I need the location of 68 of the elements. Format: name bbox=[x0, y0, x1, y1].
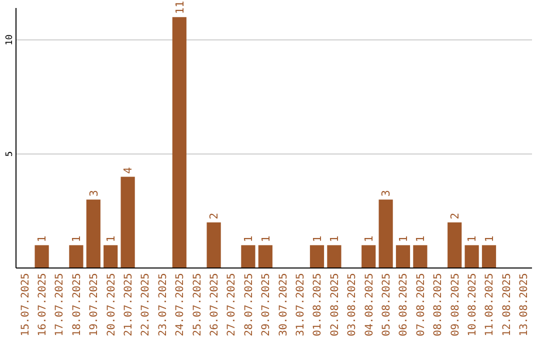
bar bbox=[362, 245, 376, 268]
bar bbox=[396, 245, 410, 268]
x-tick-label: 10.08.2025 bbox=[466, 273, 478, 336]
x-tick-label: 12.08.2025 bbox=[500, 273, 513, 336]
data-label: 1 bbox=[70, 236, 84, 242]
bar bbox=[258, 245, 272, 268]
data-label: 3 bbox=[87, 190, 100, 197]
y-tick-label: 10 bbox=[5, 34, 15, 46]
data-label: 2 bbox=[448, 212, 462, 220]
x-tick-label: 19.07.2025 bbox=[88, 273, 100, 336]
bar bbox=[34, 245, 49, 268]
bar bbox=[172, 17, 186, 268]
x-tick-label: 05.08.2025 bbox=[380, 273, 392, 336]
bar bbox=[206, 222, 221, 268]
data-label: 3 bbox=[380, 190, 393, 197]
bar bbox=[310, 245, 324, 268]
bar bbox=[413, 245, 428, 268]
bar bbox=[327, 245, 342, 268]
x-tick-label: 27.07.2025 bbox=[226, 273, 238, 336]
data-label: 1 bbox=[328, 236, 342, 242]
x-tick-label: 01.08.2025 bbox=[312, 273, 324, 336]
bar bbox=[464, 245, 479, 268]
x-tick-label: 17.07.2025 bbox=[54, 273, 66, 336]
data-label: 1 bbox=[104, 236, 118, 242]
bar bbox=[69, 245, 84, 268]
bar bbox=[482, 245, 496, 268]
x-tick-label: 22.07.2025 bbox=[140, 273, 152, 336]
x-tick-label: 06.08.2025 bbox=[398, 273, 410, 336]
x-tick-label: 26.07.2025 bbox=[208, 273, 220, 336]
bar bbox=[378, 200, 393, 268]
x-tick-label: 09.08.2025 bbox=[449, 273, 462, 336]
x-tick-label: 20.07.2025 bbox=[105, 273, 118, 336]
data-label: 11 bbox=[173, 0, 186, 14]
x-tick-label: 18.07.2025 bbox=[70, 273, 83, 336]
x-tick-label: 16.07.2025 bbox=[36, 273, 48, 336]
x-tick-label: 24.07.2025 bbox=[174, 273, 186, 336]
data-label: 1 bbox=[259, 236, 272, 242]
x-tick-label: 30.07.2025 bbox=[277, 273, 290, 336]
bar bbox=[241, 245, 256, 268]
x-tick-label: 03.08.2025 bbox=[346, 273, 358, 336]
bar bbox=[120, 176, 135, 268]
x-tick-label: 13.08.2025 bbox=[518, 273, 530, 336]
data-label: 1 bbox=[36, 236, 49, 242]
data-label: 1 bbox=[310, 236, 324, 242]
x-tick-label: 04.08.2025 bbox=[363, 273, 376, 336]
data-label: 1 bbox=[414, 236, 428, 242]
bar bbox=[86, 200, 100, 268]
data-label: 1 bbox=[482, 236, 496, 242]
x-tick-label: 29.07.2025 bbox=[260, 273, 272, 336]
x-tick-label: 15.07.2025 bbox=[19, 273, 32, 336]
x-tick-label: 21.07.2025 bbox=[122, 273, 134, 336]
data-label: 4 bbox=[122, 166, 135, 174]
x-tick-label: 23.07.2025 bbox=[156, 273, 169, 336]
data-label: 2 bbox=[208, 212, 221, 220]
x-tick-label: 31.07.2025 bbox=[294, 273, 306, 336]
x-tick-label: 08.08.2025 bbox=[432, 273, 444, 336]
x-tick-label: 07.08.2025 bbox=[414, 273, 427, 336]
bar bbox=[104, 245, 118, 268]
x-tick-label: 11.08.2025 bbox=[484, 273, 496, 336]
x-tick-label: 28.07.2025 bbox=[242, 273, 255, 336]
data-label: 1 bbox=[466, 236, 479, 242]
x-tick-label: 02.08.2025 bbox=[328, 273, 341, 336]
data-label: 1 bbox=[242, 236, 256, 242]
data-label: 1 bbox=[396, 236, 410, 242]
data-label: 1 bbox=[362, 236, 376, 242]
bar bbox=[448, 222, 462, 268]
y-tick-label: 5 bbox=[5, 151, 15, 157]
x-tick-label: 25.07.2025 bbox=[191, 273, 204, 336]
